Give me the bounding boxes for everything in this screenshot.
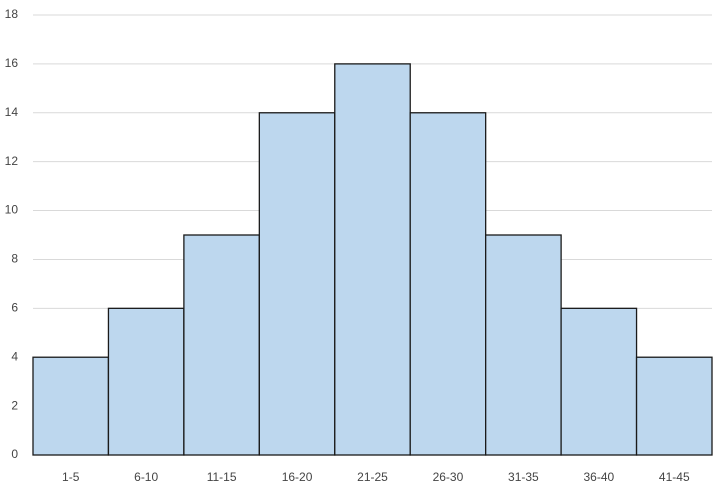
bar [258, 112, 336, 456]
x-tick-label: 21-25 [357, 470, 388, 484]
y-tick-label: 16 [5, 56, 19, 70]
x-tick-label: 16-20 [282, 470, 313, 484]
bar [485, 234, 562, 456]
y-tick-label: 2 [11, 398, 18, 412]
bar [107, 307, 185, 456]
bar [334, 63, 411, 456]
y-tick-label: 12 [5, 154, 19, 168]
y-tick-label: 10 [5, 203, 19, 217]
x-tick-label: 11-15 [207, 470, 237, 484]
y-tick-label: 14 [5, 105, 19, 119]
y-tick-label: 8 [11, 252, 18, 266]
bar [560, 307, 638, 456]
bar [635, 356, 713, 456]
x-tick-label: 31-35 [508, 470, 539, 484]
x-tick-label: 6-10 [134, 470, 158, 484]
y-tick-label: 4 [11, 349, 18, 363]
bar [32, 356, 110, 456]
y-tick-label: 6 [11, 301, 18, 315]
x-tick-label: 36-40 [583, 470, 614, 484]
x-tick-label: 1-5 [62, 470, 80, 484]
y-tick-label: 18 [5, 7, 19, 21]
bar [409, 112, 487, 456]
bar [183, 234, 260, 456]
x-tick-label: 26-30 [433, 470, 464, 484]
x-tick-label: 41-45 [659, 470, 690, 484]
y-tick-label: 0 [11, 447, 18, 461]
